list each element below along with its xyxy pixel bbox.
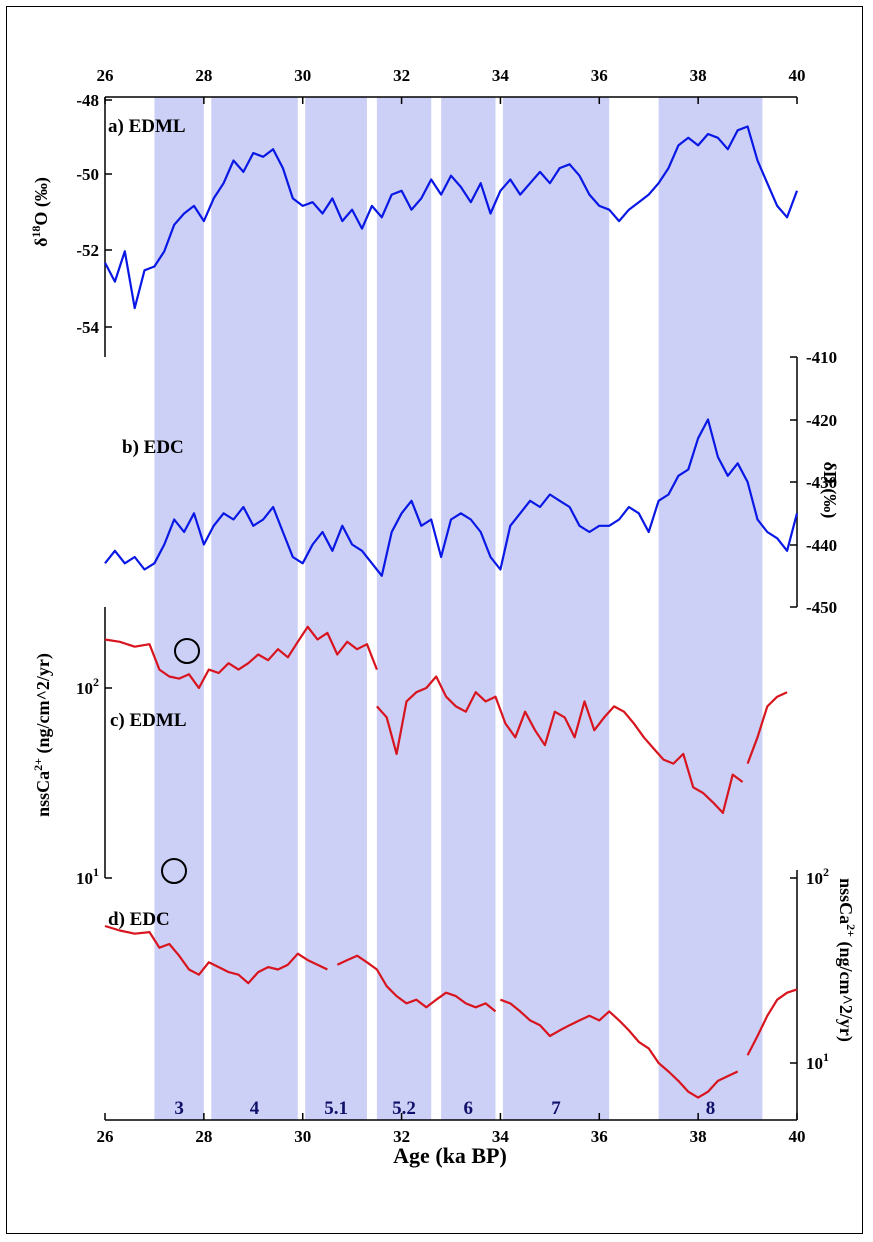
marker-circle-d <box>161 858 187 884</box>
band-label-3: 5.1 <box>324 1098 348 1119</box>
panel-label-a: a) EDML <box>108 116 186 137</box>
y-tick-label-d-0: 102 <box>806 865 829 888</box>
figure-frame <box>6 6 863 1234</box>
band-4 <box>376 97 432 1120</box>
series-line-d-3 <box>500 998 739 1099</box>
band-1 <box>154 97 204 1120</box>
y-tick-label-b-1: -420 <box>806 411 837 430</box>
series-line-c-1 <box>104 625 378 690</box>
bottom-x-tick-label-1: 28 <box>195 1127 212 1146</box>
bottom-x-tick-label-4: 34 <box>492 1127 510 1146</box>
bottom-x-tick-label-3: 32 <box>393 1127 410 1146</box>
top-x-tick-label-0: 26 <box>97 66 114 85</box>
y-tick-label-c-1: 101 <box>76 865 99 888</box>
top-x-tick-label-6: 38 <box>690 66 707 85</box>
band-label-6: 7 <box>551 1098 561 1119</box>
band-5 <box>441 97 496 1120</box>
bottom-x-tick-label-6: 38 <box>690 1127 707 1146</box>
band-label-7: 8 <box>706 1098 716 1119</box>
top-x-tick-label-5: 36 <box>591 66 608 85</box>
band-2 <box>211 97 298 1120</box>
y-tick-label-a-3: -54 <box>76 318 99 337</box>
series-line-d-4 <box>746 988 798 1056</box>
series-line-d-2 <box>336 954 497 1013</box>
band-7 <box>658 97 763 1120</box>
bottom-x-tick-label-0: 26 <box>97 1127 114 1146</box>
band-3 <box>305 97 367 1120</box>
band-6 <box>502 97 610 1120</box>
panel-label-d: d) EDC <box>108 909 170 930</box>
band-label-2: 4 <box>250 1098 260 1119</box>
panel-label-c: c) EDML <box>110 710 187 731</box>
top-x-tick-label-3: 32 <box>393 66 410 85</box>
y-tick-label-b-4: -450 <box>806 598 837 617</box>
y-tick-label-b-0: -410 <box>806 348 837 367</box>
panel-label-b: b) EDC <box>122 437 184 458</box>
top-x-tick-label-4: 34 <box>492 66 510 85</box>
y-tick-label-a-2: -52 <box>76 241 99 260</box>
series-line-c-2 <box>376 675 744 814</box>
y-tick-label-c-0: 102 <box>76 675 99 698</box>
highlight-bands <box>154 97 763 1120</box>
band-label-5: 6 <box>464 1098 474 1119</box>
top-x-tick-label-2: 30 <box>294 66 311 85</box>
band-label-1: 3 <box>174 1098 184 1119</box>
series-line-a-1 <box>104 125 799 310</box>
y-tick-label-a-0: -48 <box>76 91 99 110</box>
series-line-c-3 <box>746 691 788 764</box>
top-x-tick-label-7: 40 <box>789 66 806 85</box>
series-lines <box>104 125 799 1099</box>
series-line-d-1 <box>104 924 328 985</box>
y-tick-label-d-1: 101 <box>806 1050 829 1073</box>
y-tick-label-a-1: -50 <box>76 165 99 184</box>
marker-circle-c <box>174 638 200 664</box>
bottom-x-tick-label-7: 40 <box>789 1127 806 1146</box>
series-line-b-1 <box>104 418 799 577</box>
band-label-4: 5.2 <box>392 1098 416 1119</box>
y-axis-title-d: nssCa2+ (ng/cm^2/yr) <box>835 878 858 1042</box>
highlight-circles <box>161 638 200 884</box>
y-tick-label-b-3: -440 <box>806 536 837 555</box>
y-tick-label-b-2: -430 <box>806 473 837 492</box>
top-x-tick-label-1: 28 <box>195 66 212 85</box>
x-axis-title: Age (ka BP) <box>393 1143 507 1168</box>
labels: a) EDML b) EDC c) EDML d) EDC Age (ka BP… <box>108 116 507 1168</box>
y-axis-title-b: δD (‰) <box>819 462 840 519</box>
bottom-x-tick-label-5: 36 <box>591 1127 608 1146</box>
axes: 3 4 5.1 5.2 6 7 826262828303032323434363638384… <box>29 66 858 1146</box>
y-axis-title-c: nssCa2+ (ng/cm^2/yr) <box>31 653 54 817</box>
y-axis-title-a: δ18O (‰) <box>29 177 52 247</box>
bottom-x-tick-label-2: 30 <box>294 1127 311 1146</box>
